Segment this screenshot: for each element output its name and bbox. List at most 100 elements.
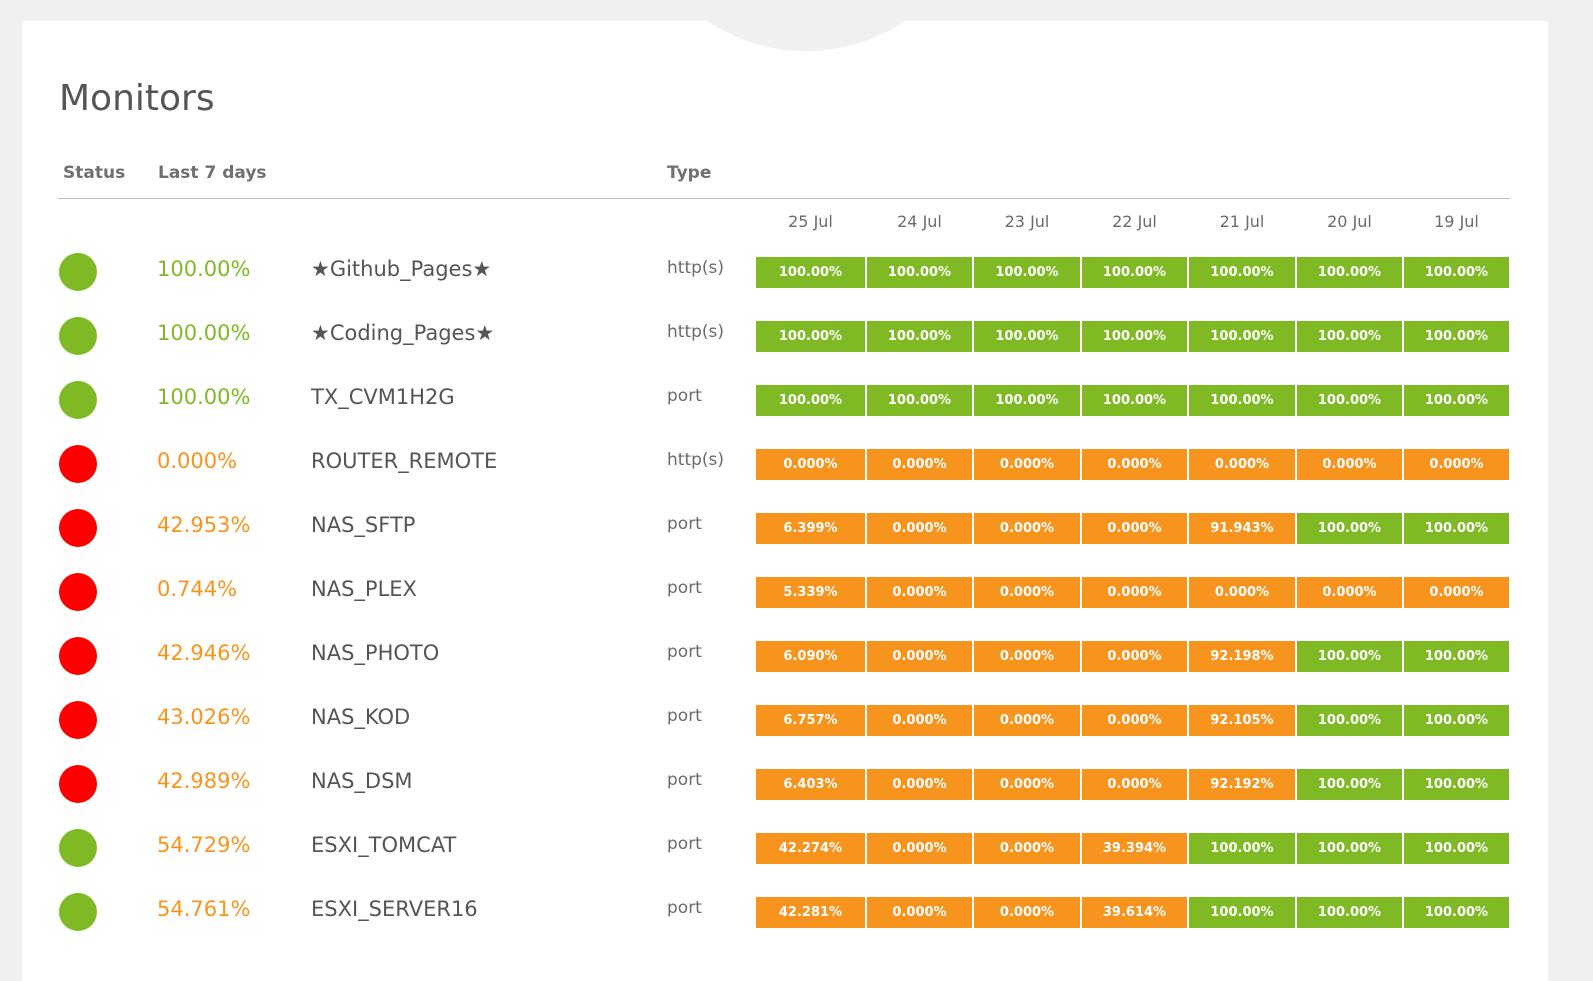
daily-uptime-cell[interactable]: 0.000% bbox=[974, 833, 1080, 864]
monitor-row[interactable]: 0.000% ROUTER_REMOTE http(s) 0.000% 0.000% 0.… bbox=[22, 435, 1548, 499]
daily-uptime-cell[interactable]: 0.000% bbox=[867, 833, 972, 864]
daily-uptime-cell[interactable]: 100.00% bbox=[1189, 385, 1295, 416]
daily-uptime-cell[interactable]: 0.000% bbox=[867, 897, 972, 928]
daily-uptime-cell[interactable]: 0.000% bbox=[1404, 449, 1509, 480]
daily-uptime-cell[interactable]: 5.339% bbox=[756, 577, 865, 608]
daily-uptime-cell[interactable]: 0.000% bbox=[1297, 449, 1402, 480]
daily-uptime-cell[interactable]: 100.00% bbox=[867, 385, 972, 416]
monitor-row[interactable]: 42.946% NAS_PHOTO port 6.090% 0.000% 0.000% 0.… bbox=[22, 627, 1548, 691]
monitor-name[interactable]: ESXI_SERVER16 bbox=[311, 897, 478, 921]
daily-uptime-cell[interactable]: 100.00% bbox=[867, 257, 972, 288]
daily-uptime-cell[interactable]: 6.403% bbox=[756, 769, 865, 800]
daily-uptime-cell[interactable]: 100.00% bbox=[974, 385, 1080, 416]
daily-uptime-cell[interactable]: 100.00% bbox=[1189, 321, 1295, 352]
monitor-row[interactable]: 42.989% NAS_DSM port 6.403% 0.000% 0.000% 0.00… bbox=[22, 755, 1548, 819]
daily-uptime-cell[interactable]: 100.00% bbox=[1082, 257, 1187, 288]
daily-uptime-cell[interactable]: 0.000% bbox=[867, 577, 972, 608]
daily-uptime-cell[interactable]: 100.00% bbox=[1297, 641, 1402, 672]
monitor-row[interactable]: 54.729% ESXI_TOMCAT port 42.274% 0.000% 0.000… bbox=[22, 819, 1548, 883]
monitor-name[interactable]: NAS_SFTP bbox=[311, 513, 416, 537]
daily-uptime-cell[interactable]: 0.000% bbox=[1082, 769, 1187, 800]
monitor-name[interactable]: TX_CVM1H2G bbox=[311, 385, 455, 409]
daily-uptime-cell[interactable]: 91.943% bbox=[1189, 513, 1295, 544]
daily-uptime-cell[interactable]: 100.00% bbox=[756, 385, 865, 416]
daily-uptime-cell[interactable]: 100.00% bbox=[1297, 513, 1402, 544]
daily-uptime-cell[interactable]: 0.000% bbox=[974, 577, 1080, 608]
daily-uptime-cell[interactable]: 0.000% bbox=[974, 641, 1080, 672]
daily-uptime-cell[interactable]: 0.000% bbox=[1082, 449, 1187, 480]
daily-uptime-cell[interactable]: 0.000% bbox=[867, 641, 972, 672]
daily-uptime-cell[interactable]: 42.274% bbox=[756, 833, 865, 864]
daily-uptime-cell[interactable]: 100.00% bbox=[1297, 321, 1402, 352]
daily-uptime-cell[interactable]: 0.000% bbox=[756, 449, 865, 480]
daily-uptime-cell[interactable]: 39.394% bbox=[1082, 833, 1187, 864]
daily-uptime-cell[interactable]: 92.105% bbox=[1189, 705, 1295, 736]
daily-uptime-cell[interactable]: 6.399% bbox=[756, 513, 865, 544]
daily-uptime-cell[interactable]: 0.000% bbox=[1082, 705, 1187, 736]
daily-uptime-cell[interactable]: 100.00% bbox=[1189, 897, 1295, 928]
daily-uptime-cell[interactable]: 100.00% bbox=[1404, 385, 1509, 416]
daily-uptime-cell[interactable]: 0.000% bbox=[1404, 577, 1509, 608]
daily-uptime-cell[interactable]: 100.00% bbox=[1297, 705, 1402, 736]
monitor-row[interactable]: 54.761% ESXI_SERVER16 port 42.281% 0.000% 0.0… bbox=[22, 883, 1548, 947]
daily-uptime-cell[interactable]: 0.000% bbox=[974, 769, 1080, 800]
daily-uptime-cell[interactable]: 0.000% bbox=[974, 449, 1080, 480]
daily-uptime-cell[interactable]: 42.281% bbox=[756, 897, 865, 928]
daily-uptime-cell[interactable]: 100.00% bbox=[1404, 641, 1509, 672]
monitor-row[interactable]: 0.744% NAS_PLEX port 5.339% 0.000% 0.000% 0.00… bbox=[22, 563, 1548, 627]
daily-uptime-cell[interactable]: 100.00% bbox=[1082, 321, 1187, 352]
daily-uptime-cell[interactable]: 92.192% bbox=[1189, 769, 1295, 800]
daily-uptime-cell[interactable]: 100.00% bbox=[1404, 705, 1509, 736]
monitor-name[interactable]: ESXI_TOMCAT bbox=[311, 833, 457, 857]
monitor-name[interactable]: ROUTER_REMOTE bbox=[311, 449, 498, 473]
monitor-name[interactable]: NAS_PLEX bbox=[311, 577, 417, 601]
monitor-name[interactable]: NAS_PHOTO bbox=[311, 641, 440, 665]
daily-uptime-cell[interactable]: 100.00% bbox=[1404, 321, 1509, 352]
daily-uptime-cell[interactable]: 100.00% bbox=[974, 321, 1080, 352]
daily-uptime-cell[interactable]: 100.00% bbox=[1297, 897, 1402, 928]
monitor-row[interactable]: 100.00% TX_CVM1H2G port 100.00% 100.00% 100.0… bbox=[22, 371, 1548, 435]
daily-uptime-cell[interactable]: 0.000% bbox=[867, 769, 972, 800]
daily-uptime-cell[interactable]: 0.000% bbox=[1082, 577, 1187, 608]
daily-uptime-cell[interactable]: 100.00% bbox=[1297, 769, 1402, 800]
monitor-name[interactable]: ★Github_Pages★ bbox=[311, 257, 492, 281]
daily-uptime-cell[interactable]: 100.00% bbox=[1404, 897, 1509, 928]
daily-uptime-cell[interactable]: 0.000% bbox=[1082, 513, 1187, 544]
daily-uptime-cell[interactable]: 0.000% bbox=[1189, 449, 1295, 480]
daily-uptime-cell[interactable]: 0.000% bbox=[867, 513, 972, 544]
daily-uptime-cell[interactable]: 0.000% bbox=[974, 513, 1080, 544]
daily-uptime-cell[interactable]: 100.00% bbox=[1297, 385, 1402, 416]
monitor-name[interactable]: NAS_KOD bbox=[311, 705, 411, 729]
daily-uptime-cell[interactable]: 100.00% bbox=[756, 257, 865, 288]
monitor-row[interactable]: 100.00% ★Github_Pages★ http(s) 100.00% 100.0… bbox=[22, 243, 1548, 307]
daily-uptime-cell[interactable]: 0.000% bbox=[1297, 577, 1402, 608]
daily-uptime-cell[interactable]: 100.00% bbox=[974, 257, 1080, 288]
monitor-name[interactable]: NAS_DSM bbox=[311, 769, 413, 793]
daily-uptime-cell[interactable]: 100.00% bbox=[1082, 385, 1187, 416]
daily-uptime-cell[interactable]: 0.000% bbox=[974, 897, 1080, 928]
daily-uptime-cell[interactable]: 100.00% bbox=[1404, 257, 1509, 288]
daily-uptime-cell[interactable]: 6.090% bbox=[756, 641, 865, 672]
daily-uptime-cell[interactable]: 100.00% bbox=[1404, 833, 1509, 864]
monitor-row[interactable]: 100.00% ★Coding_Pages★ http(s) 100.00% 100.0… bbox=[22, 307, 1548, 371]
daily-uptime-cell[interactable]: 100.00% bbox=[867, 321, 972, 352]
monitor-name[interactable]: ★Coding_Pages★ bbox=[311, 321, 495, 345]
daily-uptime-cell[interactable]: 92.198% bbox=[1189, 641, 1295, 672]
daily-uptime-cell[interactable]: 100.00% bbox=[1297, 257, 1402, 288]
daily-uptime-cell[interactable]: 100.00% bbox=[1404, 513, 1509, 544]
daily-uptime-cell[interactable]: 100.00% bbox=[1404, 769, 1509, 800]
daily-uptime-cell[interactable]: 0.000% bbox=[1082, 641, 1187, 672]
daily-uptime-cell[interactable]: 100.00% bbox=[1189, 257, 1295, 288]
daily-uptime-cell[interactable]: 0.000% bbox=[867, 449, 972, 480]
daily-uptime-cell[interactable]: 6.757% bbox=[756, 705, 865, 736]
daily-uptime-cell[interactable]: 0.000% bbox=[867, 705, 972, 736]
daily-uptime-cell[interactable]: 0.000% bbox=[1189, 577, 1295, 608]
daily-uptime-cell[interactable]: 0.000% bbox=[974, 705, 1080, 736]
daily-uptime-cell[interactable]: 100.00% bbox=[756, 321, 865, 352]
monitor-row[interactable]: 42.953% NAS_SFTP port 6.399% 0.000% 0.000% 0.0… bbox=[22, 499, 1548, 563]
daily-uptime-cell[interactable]: 100.00% bbox=[1297, 833, 1402, 864]
monitor-row[interactable]: 43.026% NAS_KOD port 6.757% 0.000% 0.000% 0.00… bbox=[22, 691, 1548, 755]
daily-uptime-cell[interactable]: 100.00% bbox=[1189, 833, 1295, 864]
daily-uptime-cell[interactable]: 39.614% bbox=[1082, 897, 1187, 928]
top-notch bbox=[634, 0, 978, 51]
